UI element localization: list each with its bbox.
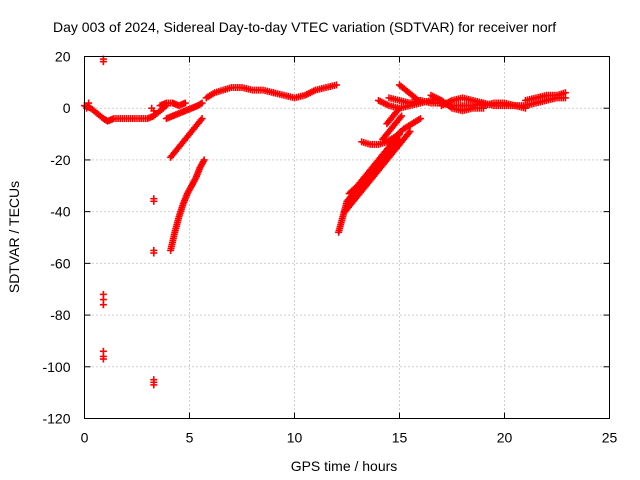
x-tick-label: 20 — [497, 430, 513, 446]
x-tick-label: 0 — [81, 430, 89, 446]
data-point — [150, 197, 158, 205]
y-tick-label: 20 — [55, 49, 71, 65]
y-tick-label: -120 — [42, 411, 70, 427]
chart-title: Day 003 of 2024, Sidereal Day-to-day VTE… — [53, 19, 556, 35]
data-point — [561, 89, 569, 97]
data-point — [398, 112, 406, 120]
y-tick-label: -20 — [50, 152, 70, 168]
data-point — [406, 127, 414, 135]
y-tick-label: 0 — [63, 100, 71, 116]
data-point — [197, 100, 205, 108]
y-tick-label: -40 — [50, 204, 70, 220]
x-tick-label: 10 — [287, 430, 303, 446]
y-axis-label: SDTVAR / TECUs — [6, 181, 22, 293]
x-tick-label: 25 — [602, 430, 618, 446]
data-point — [99, 301, 107, 309]
data-point — [99, 58, 107, 66]
data-marks — [81, 55, 569, 389]
x-axis-label: GPS time / hours — [291, 458, 398, 474]
data-point — [99, 355, 107, 363]
data-point — [198, 99, 206, 107]
data-point — [333, 81, 340, 89]
data-point — [417, 115, 424, 123]
y-tick-label: -100 — [42, 359, 70, 375]
x-tick-label: 5 — [186, 430, 194, 446]
data-point — [200, 156, 208, 164]
data-point — [150, 381, 158, 389]
plot-frame — [84, 56, 610, 419]
y-tick-label: -80 — [50, 307, 70, 323]
data-point — [150, 107, 158, 115]
data-point — [181, 99, 189, 107]
x-tick-label: 15 — [392, 430, 408, 446]
y-tick-label: -60 — [50, 255, 70, 271]
data-point — [198, 115, 206, 123]
data-point — [150, 249, 158, 257]
data-point — [85, 99, 93, 107]
